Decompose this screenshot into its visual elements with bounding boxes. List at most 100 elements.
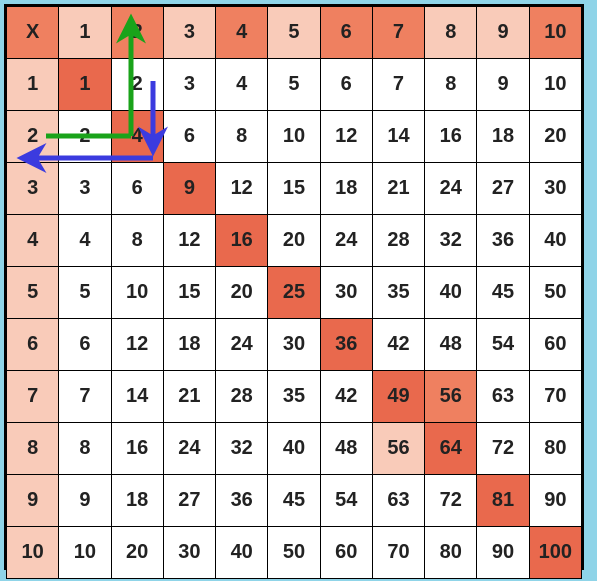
cell-4-8: 32 [425,215,477,267]
cell-2-10: 20 [529,111,581,163]
cell-1-7: 7 [372,59,424,111]
cell-2-2: 4 [111,111,163,163]
cell-8-8: 64 [425,423,477,475]
cell-8-10: 80 [529,423,581,475]
cell-5-10: 50 [529,267,581,319]
cell-3-9: 27 [477,163,529,215]
row-header-2: 2 [7,111,59,163]
cell-7-2: 14 [111,371,163,423]
cell-3-3: 9 [163,163,215,215]
cell-5-1: 5 [59,267,111,319]
cell-4-5: 20 [268,215,320,267]
cell-5-9: 45 [477,267,529,319]
cell-3-2: 6 [111,163,163,215]
cell-8-2: 16 [111,423,163,475]
cell-2-8: 16 [425,111,477,163]
cell-3-4: 12 [216,163,268,215]
cell-4-7: 28 [372,215,424,267]
cell-4-3: 12 [163,215,215,267]
cell-6-8: 48 [425,319,477,371]
cell-9-1: 9 [59,475,111,527]
col-header-9: 9 [477,7,529,59]
cell-5-3: 15 [163,267,215,319]
multiplication-table: X123456789101123456789102246810121416182… [6,6,582,579]
cell-3-7: 21 [372,163,424,215]
cell-10-1: 10 [59,527,111,579]
col-header-4: 4 [216,7,268,59]
cell-10-5: 50 [268,527,320,579]
cell-5-7: 35 [372,267,424,319]
cell-9-7: 63 [372,475,424,527]
cell-5-5: 25 [268,267,320,319]
row-header-3: 3 [7,163,59,215]
cell-6-10: 60 [529,319,581,371]
cell-5-2: 10 [111,267,163,319]
col-header-3: 3 [163,7,215,59]
row-header-1: 1 [7,59,59,111]
cell-10-2: 20 [111,527,163,579]
col-header-5: 5 [268,7,320,59]
col-header-10: 10 [529,7,581,59]
cell-7-3: 21 [163,371,215,423]
cell-1-3: 3 [163,59,215,111]
col-header-6: 6 [320,7,372,59]
row-header-6: 6 [7,319,59,371]
cell-8-3: 24 [163,423,215,475]
col-header-2: 2 [111,7,163,59]
cell-6-2: 12 [111,319,163,371]
cell-3-1: 3 [59,163,111,215]
cell-9-4: 36 [216,475,268,527]
cell-10-3: 30 [163,527,215,579]
cell-8-4: 32 [216,423,268,475]
cell-2-5: 10 [268,111,320,163]
cell-3-8: 24 [425,163,477,215]
corner-cell: X [7,7,59,59]
cell-1-4: 4 [216,59,268,111]
cell-9-3: 27 [163,475,215,527]
cell-8-6: 48 [320,423,372,475]
cell-7-7: 49 [372,371,424,423]
cell-6-7: 42 [372,319,424,371]
cell-9-9: 81 [477,475,529,527]
cell-2-6: 12 [320,111,372,163]
cell-4-2: 8 [111,215,163,267]
cell-6-5: 30 [268,319,320,371]
cell-9-8: 72 [425,475,477,527]
cell-3-10: 30 [529,163,581,215]
cell-3-5: 15 [268,163,320,215]
row-header-8: 8 [7,423,59,475]
cell-7-10: 70 [529,371,581,423]
cell-6-1: 6 [59,319,111,371]
cell-7-4: 28 [216,371,268,423]
cell-10-10: 100 [529,527,581,579]
cell-10-4: 40 [216,527,268,579]
cell-4-6: 24 [320,215,372,267]
row-header-7: 7 [7,371,59,423]
row-header-10: 10 [7,527,59,579]
cell-7-8: 56 [425,371,477,423]
cell-3-6: 18 [320,163,372,215]
col-header-1: 1 [59,7,111,59]
cell-7-5: 35 [268,371,320,423]
cell-2-7: 14 [372,111,424,163]
cell-2-9: 18 [477,111,529,163]
multiplication-table-frame: X123456789101123456789102246810121416182… [4,4,584,570]
cell-10-7: 70 [372,527,424,579]
cell-1-1: 1 [59,59,111,111]
row-header-4: 4 [7,215,59,267]
cell-4-4: 16 [216,215,268,267]
cell-7-1: 7 [59,371,111,423]
cell-9-6: 54 [320,475,372,527]
cell-1-5: 5 [268,59,320,111]
row-header-5: 5 [7,267,59,319]
cell-9-2: 18 [111,475,163,527]
cell-10-6: 60 [320,527,372,579]
cell-9-5: 45 [268,475,320,527]
cell-8-7: 56 [372,423,424,475]
cell-5-4: 20 [216,267,268,319]
cell-6-4: 24 [216,319,268,371]
cell-7-6: 42 [320,371,372,423]
cell-5-8: 40 [425,267,477,319]
cell-4-10: 40 [529,215,581,267]
cell-1-2: 2 [111,59,163,111]
